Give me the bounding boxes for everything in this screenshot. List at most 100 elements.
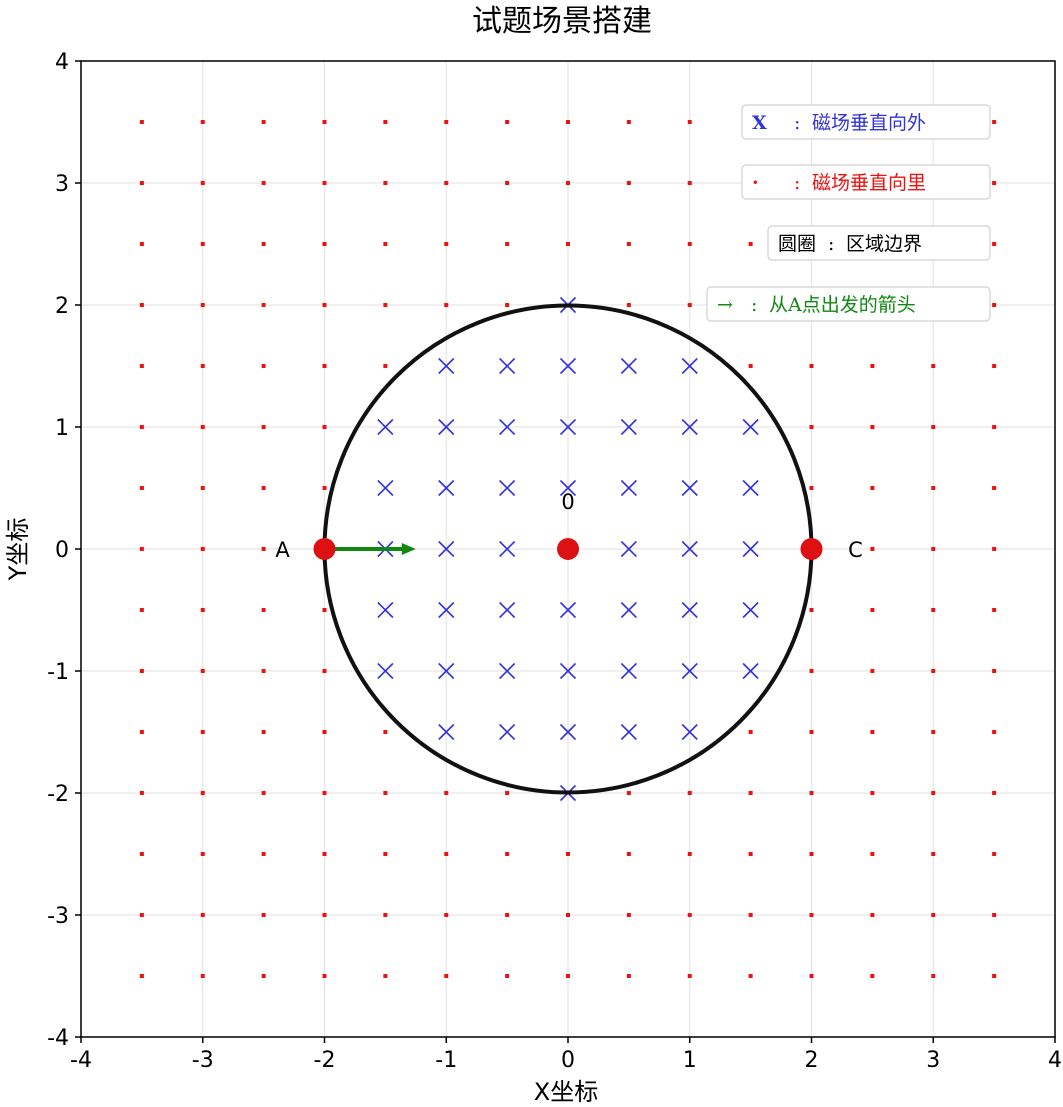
field-out-marker bbox=[377, 601, 394, 619]
field-out-marker bbox=[438, 601, 455, 619]
field-in-marker bbox=[139, 974, 144, 978]
legend-item: →: 从A点出发的箭头 bbox=[706, 286, 991, 322]
field-in-marker bbox=[444, 181, 449, 185]
field-in-marker bbox=[444, 913, 449, 917]
field-in-marker bbox=[748, 974, 753, 978]
field-out-marker bbox=[681, 479, 698, 497]
field-in-marker bbox=[383, 852, 388, 856]
x-tick-label: -3 bbox=[192, 1048, 214, 1073]
field-in-marker bbox=[200, 791, 205, 795]
field-in-marker bbox=[139, 852, 144, 856]
field-out-marker bbox=[742, 540, 759, 558]
y-tick-label: -3 bbox=[47, 904, 69, 929]
field-out-marker bbox=[620, 479, 637, 497]
legend-separator: : bbox=[751, 294, 757, 316]
field-in-marker bbox=[992, 547, 997, 551]
y-tick-label: 3 bbox=[55, 172, 69, 197]
field-in-marker bbox=[139, 303, 144, 307]
field-out-stroke bbox=[438, 723, 455, 741]
x-tick-label: 4 bbox=[1048, 1048, 1062, 1073]
field-in-marker bbox=[566, 913, 570, 917]
field-out-stroke bbox=[499, 723, 516, 741]
field-out-marker bbox=[438, 479, 455, 497]
field-in-marker bbox=[261, 913, 266, 917]
field-in-marker bbox=[322, 425, 327, 429]
field-in-marker bbox=[261, 730, 266, 734]
field-in-marker bbox=[687, 852, 692, 856]
field-out-marker bbox=[620, 723, 637, 741]
field-out-marker bbox=[377, 662, 394, 680]
field-out-marker bbox=[438, 662, 455, 680]
y-tick-label: -1 bbox=[47, 660, 69, 685]
field-in-marker bbox=[809, 486, 814, 490]
field-in-marker bbox=[139, 181, 144, 185]
field-in-marker bbox=[444, 974, 449, 978]
field-in-marker bbox=[687, 242, 692, 246]
field-in-marker bbox=[200, 547, 205, 551]
field-out-stroke bbox=[438, 418, 455, 436]
field-in-marker bbox=[748, 852, 753, 856]
field-in-marker bbox=[870, 486, 875, 490]
field-in-marker bbox=[139, 547, 144, 551]
field-out-marker bbox=[559, 479, 577, 497]
field-in-marker bbox=[809, 974, 814, 978]
field-in-marker bbox=[200, 669, 205, 673]
field-out-stroke bbox=[559, 723, 577, 741]
x-tick-label: -1 bbox=[435, 1048, 457, 1073]
field-in-marker bbox=[383, 730, 388, 734]
field-out-stroke bbox=[620, 418, 637, 436]
field-out-stroke bbox=[438, 540, 455, 558]
field-in-marker bbox=[626, 303, 631, 307]
field-in-marker bbox=[444, 120, 449, 124]
point-C-marker bbox=[800, 538, 823, 560]
field-out-marker bbox=[620, 357, 637, 375]
field-in-marker bbox=[992, 608, 997, 612]
field-in-marker bbox=[931, 974, 936, 978]
field-out-marker bbox=[499, 723, 516, 741]
field-out-marker bbox=[559, 601, 577, 619]
field-in-marker bbox=[139, 730, 144, 734]
field-out-marker bbox=[620, 418, 637, 436]
field-in-marker bbox=[809, 669, 814, 673]
field-in-marker bbox=[687, 913, 692, 917]
field-in-marker bbox=[626, 181, 631, 185]
field-in-marker bbox=[931, 791, 936, 795]
field-in-marker bbox=[139, 913, 144, 917]
field-in-marker bbox=[566, 974, 570, 978]
field-in-marker bbox=[566, 120, 570, 124]
field-in-marker bbox=[992, 425, 997, 429]
field-in-marker bbox=[870, 669, 875, 673]
field-in-marker bbox=[687, 791, 692, 795]
legend-separator: : bbox=[794, 112, 800, 134]
field-in-marker bbox=[200, 364, 205, 368]
field-in-marker bbox=[992, 242, 997, 246]
field-out-marker bbox=[559, 723, 577, 741]
field-in-marker bbox=[748, 364, 753, 368]
field-out-stroke bbox=[559, 601, 577, 619]
field-in-marker bbox=[931, 425, 936, 429]
field-in-marker bbox=[809, 730, 814, 734]
field-in-marker bbox=[931, 486, 936, 490]
field-in-marker bbox=[870, 913, 875, 917]
field-out-marker bbox=[681, 662, 698, 680]
legend-label: 磁场垂直向外 bbox=[812, 112, 926, 134]
y-tick-label: 0 bbox=[55, 538, 69, 563]
y-tick-label: -4 bbox=[47, 1026, 69, 1051]
field-out-stroke bbox=[438, 601, 455, 619]
point-0-label: 0 bbox=[561, 490, 574, 514]
legend-label: 区域边界 bbox=[846, 233, 922, 255]
field-out-stroke bbox=[620, 540, 637, 558]
field-in-marker bbox=[139, 425, 144, 429]
field-in-marker bbox=[383, 974, 388, 978]
field-in-marker bbox=[748, 913, 753, 917]
field-in-marker bbox=[505, 242, 510, 246]
field-out-stroke bbox=[681, 418, 698, 436]
field-in-marker bbox=[870, 608, 875, 612]
field-out-stroke bbox=[681, 723, 698, 741]
field-in-marker bbox=[139, 486, 144, 490]
field-in-marker bbox=[322, 303, 327, 307]
field-in-marker bbox=[261, 608, 266, 612]
axis-ticks: -4 -3 -2 -1 0 1 2 3 4 -4 -3 -2 -1 0 1 2 3 4 bbox=[47, 50, 1062, 1073]
field-in-marker bbox=[566, 242, 570, 246]
field-out-marker bbox=[559, 662, 577, 680]
